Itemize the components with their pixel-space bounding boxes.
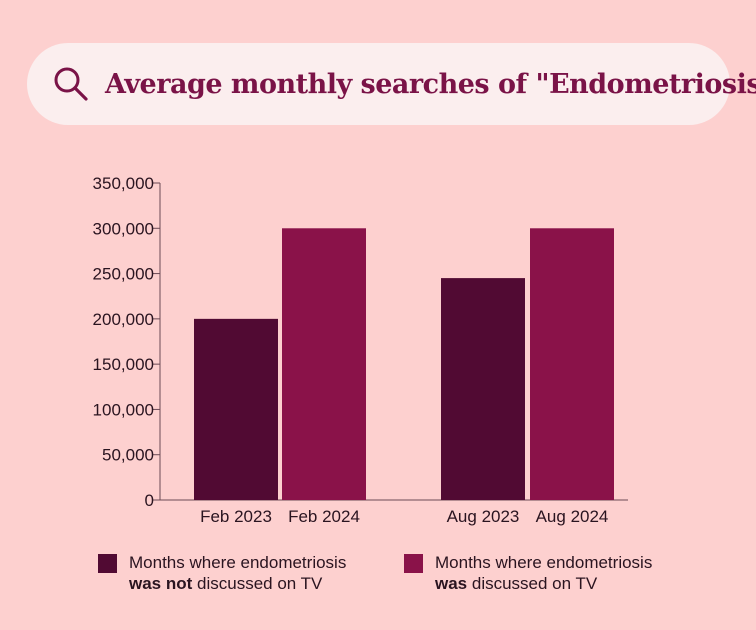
bar-chart: 0 50,000 100,000 150,000 200,000 250,000 300,0… [93,174,628,526]
legend-text-rest: discussed on TV [467,574,598,593]
bar-aug-2023 [441,278,525,500]
legend-text-bold: was [435,574,468,593]
y-tick-label: 250,000 [93,265,154,284]
legend-item-not-discussed: Months where endometriosis was not discu… [98,552,346,594]
bar-aug-2024 [530,228,614,501]
x-tick-label: Feb 2023 [200,507,272,526]
chart-title: Average monthly searches of "Endometrios… [105,68,756,100]
y-tick-label: 150,000 [93,355,154,374]
y-tick-label: 100,000 [93,400,154,419]
y-tick-label: 0 [145,491,154,510]
legend-text-line1: Months where endometriosis [129,553,347,572]
search-bar[interactable]: Average monthly searches of "Endometrios… [27,43,756,125]
y-tick-label: 200,000 [93,310,154,329]
x-tick-label: Aug 2024 [536,507,609,526]
y-tick-label: 300,000 [93,219,154,238]
bar-feb-2024 [282,228,366,501]
x-tick-label: Aug 2023 [447,507,520,526]
x-tick-label: Feb 2024 [288,507,360,526]
search-icon [54,67,88,101]
bar-feb-2023 [194,318,278,500]
y-tick-label: 350,000 [93,174,154,193]
y-tick-label: 50,000 [102,446,154,465]
legend-swatch-discussed [404,554,423,573]
legend-swatch-not-discussed [98,554,117,573]
legend-text-bold: was not [129,574,193,593]
legend-text-line1: Months where endometriosis [435,553,653,572]
legend-text-rest: discussed on TV [192,574,323,593]
legend-item-discussed: Months where endometriosis was discussed… [404,552,652,594]
